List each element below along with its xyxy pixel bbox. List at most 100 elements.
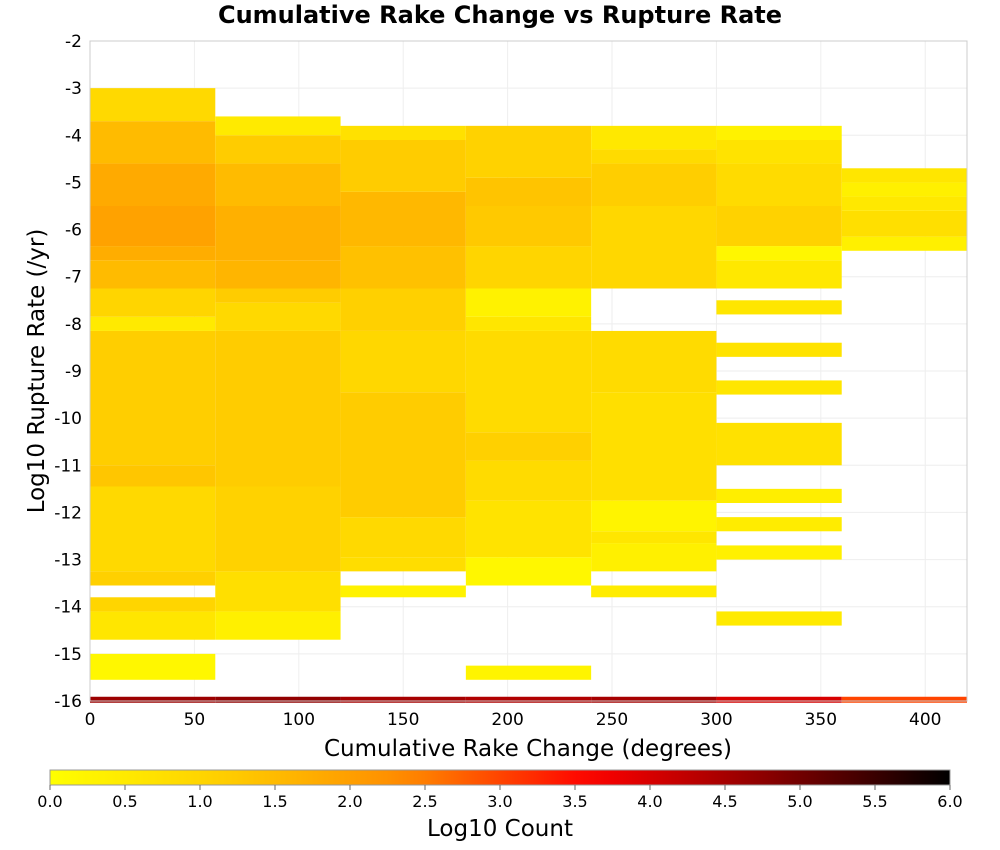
y-tick-label: -16 [54,692,82,712]
heatmap-cell [465,460,592,501]
y-tick-label: -3 [65,79,82,99]
y-tick-label: -6 [65,221,82,241]
heatmap-cell [90,571,216,586]
heatmap-cell [716,422,842,466]
colorbar-tick-label: 5.0 [787,792,812,811]
bottom-strip [90,696,967,703]
heatmap-cell [591,125,717,150]
heatmap-cell [465,330,592,433]
bottom-strip-cell [841,696,967,703]
heatmap-cell [340,246,466,289]
y-tick-label: -14 [54,598,82,618]
heatmap-cell [340,288,466,331]
heatmap-cell [591,330,717,393]
colorbar-tick-label: 0.0 [37,792,62,811]
heatmap-cell [591,163,717,206]
heatmap-cell [591,585,717,598]
colorbar-ticks: 0.0 0.5 1.0 1.5 2.0 2.5 3.0 3.5 4.0 4.5 5.0 5.5 6.0 [37,785,963,811]
y-tick-label: -13 [54,551,82,571]
chart-title: Cumulative Rake Change vs Rupture Rate [218,1,782,29]
heatmap-cell [215,135,341,164]
heatmap-cell [716,380,842,395]
heatmap-cell [465,246,592,289]
heatmap-cell [716,246,842,261]
y-tick-label: -5 [65,173,82,193]
heatmap-cell [215,571,341,612]
y-axis-ticks: -2 -3 -4 -5 -6 -7 -8 -9 -10 -11 -12 -13 -14 -15 -16 [54,32,82,712]
heatmap-cell [215,611,341,640]
colorbar-tick-label: 1.5 [262,792,287,811]
heatmap-cell [716,300,842,315]
heatmap-cell [591,531,717,544]
x-axis-ticks: 0 50 100 150 200 250 300 350 400 [85,710,942,730]
colorbar-tick-label: 4.5 [712,792,737,811]
y-tick-label: -7 [65,268,82,288]
heatmap-cell [340,392,466,518]
heatmap-cell [591,206,717,289]
heatmap-cell [465,206,592,247]
colorbar-tick-label: 3.5 [562,792,587,811]
plot-frame [89,40,968,702]
x-axis-label: Cumulative Rake Change (degrees) [324,736,732,762]
colorbar-tick-label: 1.0 [187,792,212,811]
heatmap-cell [90,163,216,206]
heatmap-cell [215,260,341,289]
heatmap-cell [716,517,842,532]
heatmap-cell [465,288,592,317]
heatmap-cell [90,260,216,289]
heatmap-cell [716,140,842,164]
heatmap-cell [716,260,842,289]
heatmap-cell [716,125,842,140]
heatmap-cell [591,543,717,572]
heatmap-cell [90,465,216,487]
heatmap-cell [215,302,341,331]
colorbar-tick-label: 2.5 [412,792,437,811]
heatmap-cell [716,163,842,206]
heatmap-cell [215,163,341,206]
heatmap-cell [90,288,216,317]
heatmap-cell [465,177,592,206]
heatmap-cell [465,432,592,461]
heatmap-cell [591,500,717,532]
heatmap-cells [90,88,967,680]
heatmap-cell [340,517,466,558]
x-tick-label: 200 [491,710,523,730]
heatmap-cell [465,316,592,331]
y-tick-label: -2 [65,32,82,52]
heatmap-cell [90,597,216,612]
heatmap-cell [90,206,216,247]
colorbar-tick-label: 2.0 [337,792,362,811]
heatmap-cell [90,653,216,680]
y-tick-label: -15 [54,645,82,665]
colorbar-tick-label: 6.0 [937,792,962,811]
heatmap-cell [340,140,466,192]
heatmap-cell [591,149,717,164]
bottom-strip-cell [716,696,842,703]
heatmap-cell [215,206,341,261]
heatmap-cell [90,611,216,640]
bottom-strip-cell [340,696,466,703]
heatmap-cell [215,288,341,303]
y-tick-label: -4 [65,126,82,146]
heatmap-cell [340,557,466,572]
heatmap-cell [841,236,967,251]
colorbar-gradient [49,769,951,786]
heatmap-cell [90,486,216,572]
y-tick-label: -9 [65,362,82,382]
y-axis-label: Log10 Rupture Rate (/yr) [24,229,50,514]
bottom-strip-cell [465,696,592,703]
heatmap-cell [841,210,967,237]
heatmap-cell [716,488,842,503]
heatmap-cell [841,168,967,183]
heatmap-cell [716,611,842,626]
heatmap-cell [465,500,592,558]
colorbar-tick-label: 3.0 [487,792,512,811]
heatmap-cell [215,116,341,136]
y-tick-label: -8 [65,315,82,335]
colorbar-tick-label: 0.5 [112,792,137,811]
heatmap-cell [215,330,341,487]
heatmap-cell [716,545,842,560]
x-tick-label: 350 [805,710,837,730]
heatmap-cell [90,246,216,261]
